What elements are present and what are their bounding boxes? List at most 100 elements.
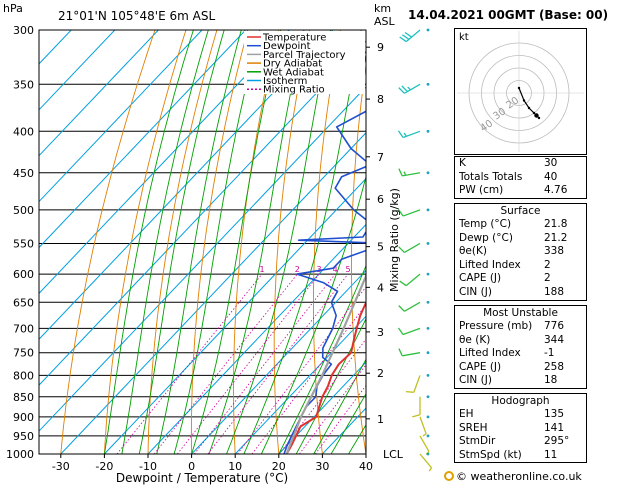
index-row: PW (cm) 4.76 <box>455 184 586 198</box>
wind-barb-flag <box>422 433 427 437</box>
hodograph-stat-value: 11 <box>544 448 558 461</box>
pressure-tick-label: 650 <box>13 296 34 309</box>
surface-title: Surface <box>500 205 541 217</box>
wind-barb-flag <box>428 467 433 472</box>
hodograph-stat-value: 141 <box>544 421 565 434</box>
x-axis-label: Dewpoint / Temperature (°C) <box>116 471 288 485</box>
wind-barb-shaft <box>402 352 421 357</box>
indices-panel: K 30 Totals Totals 40 PW (cm) 4.76 <box>454 156 587 199</box>
surface-value: 21.2 <box>544 231 568 244</box>
wind-barb <box>397 208 430 217</box>
most-unstable-value: 18 <box>544 374 558 387</box>
most-unstable-label: Lifted Index <box>459 347 521 360</box>
mixing-ratio-line <box>193 273 336 454</box>
temperature-tick-label: -30 <box>52 460 70 473</box>
index-value: 4.76 <box>544 184 568 197</box>
most-unstable-row: Lifted Index -1 <box>455 347 586 361</box>
isotherm-line <box>39 30 159 157</box>
isotherm-line <box>278 361 366 454</box>
most-unstable-label: CAPE (J) <box>459 360 502 373</box>
dry-adiabat-line <box>424 30 453 454</box>
index-label: Totals Totals <box>459 170 523 183</box>
surface-value: 2 <box>544 272 551 285</box>
most-unstable-value: 258 <box>544 360 565 373</box>
legend-entry: Parcel Trajectory <box>263 50 346 61</box>
pressure-tick-label: 300 <box>13 24 34 37</box>
wind-barb-dot <box>426 171 430 175</box>
hodograph-table-title: Hodograph <box>491 395 550 407</box>
wind-barb-flag <box>398 305 405 312</box>
wind-barb-shaft <box>402 209 421 217</box>
mixing-ratio-line <box>251 304 366 454</box>
isotherm-line <box>39 30 246 249</box>
legend-entry: Isotherm <box>263 76 307 87</box>
surface-panel: Surface Temp (°C) 21.8 Dewp (°C) 21.2 θe(K) 3… <box>454 203 587 301</box>
surface-label: θe(K) <box>459 245 487 258</box>
legend-entry: Wet Adiabat <box>263 67 324 78</box>
wet-adiabat-line <box>226 30 331 454</box>
km-tick-label: 7 <box>377 151 384 164</box>
surface-row: CIN (J) 188 <box>455 286 586 300</box>
index-value: 30 <box>544 157 558 169</box>
wind-barb <box>398 168 430 177</box>
wet-adiabat-line <box>191 30 282 454</box>
wind-barb <box>419 434 430 455</box>
pressure-tick-label: 750 <box>13 347 34 360</box>
wind-barb <box>397 326 430 336</box>
pressure-tick-label: 550 <box>13 238 34 251</box>
hodograph-point <box>517 86 521 90</box>
mixing-ratio-line <box>314 384 366 454</box>
surface-value: 21.8 <box>544 218 568 230</box>
mixing-ratio-label: 20 <box>429 265 439 274</box>
hodograph-stat-value: 295° <box>544 435 570 448</box>
km-tick-label: 8 <box>377 93 384 106</box>
wind-barb-shaft <box>405 273 421 287</box>
legend-entry: Dry Adiabat <box>263 59 322 70</box>
km-tick-label: 5 <box>377 241 384 254</box>
hodograph-unit-label: kt <box>459 32 469 43</box>
wind-barb-dot <box>426 326 430 330</box>
surface-label: Lifted Index <box>459 258 521 271</box>
mixing-ratio-line <box>237 286 366 454</box>
mixing-ratio-line <box>299 364 366 454</box>
wind-barb-flag <box>398 168 403 177</box>
isotherm-line <box>191 269 366 454</box>
wind-barb <box>399 28 430 43</box>
hodograph-stat-label: StmDir <box>459 435 496 448</box>
index-value: 40 <box>544 170 558 183</box>
legend-entry: Dewpoint <box>263 41 311 52</box>
wind-barb-flag <box>398 246 405 253</box>
hodograph-ring-label: 30 <box>491 106 508 122</box>
hodograph-point <box>522 99 526 102</box>
wind-barb <box>398 242 430 254</box>
dry-adiabat-line <box>619 30 629 454</box>
surface-value: 188 <box>544 285 565 298</box>
asl-label: ASL <box>374 15 396 28</box>
wet-adiabat-line <box>138 30 225 454</box>
wind-barb-dot <box>426 272 430 276</box>
wind-barb-dot <box>426 415 430 419</box>
diagram-grid: 1 2 3 4 5 8 10 15 20 25 <box>39 30 629 454</box>
wet-adiabat-line <box>260 174 366 454</box>
wind-barb <box>398 82 430 94</box>
wind-barb <box>419 415 430 437</box>
wind-barb-shaft <box>419 435 430 452</box>
hodograph-stat-row: EH 135 <box>455 408 586 422</box>
wind-barb-dot <box>426 434 430 438</box>
wind-barb-dot <box>426 374 430 377</box>
surface-label: Temp (°C) <box>459 218 512 230</box>
parcel-trajectory-trace <box>285 273 366 454</box>
hodograph-point <box>532 111 536 115</box>
wind-barb-shaft <box>419 453 433 469</box>
index-row: K 30 <box>455 157 586 171</box>
pressure-tick-label: 600 <box>13 268 34 281</box>
surface-row: Temp (°C) 21.8 <box>455 218 586 232</box>
mixing-ratio-line <box>207 273 349 454</box>
km-tick-label: 2 <box>377 367 384 380</box>
most-unstable-label: CIN (J) <box>459 374 492 387</box>
diagram-axes: 3003504004505005506006507007508008509009… <box>6 24 384 473</box>
wind-barb-flag <box>404 31 412 38</box>
pressure-tick-label: 1000 <box>6 448 34 461</box>
temperature-tick-label: 30 <box>315 460 329 473</box>
y-axis-label: hPa <box>3 2 23 15</box>
